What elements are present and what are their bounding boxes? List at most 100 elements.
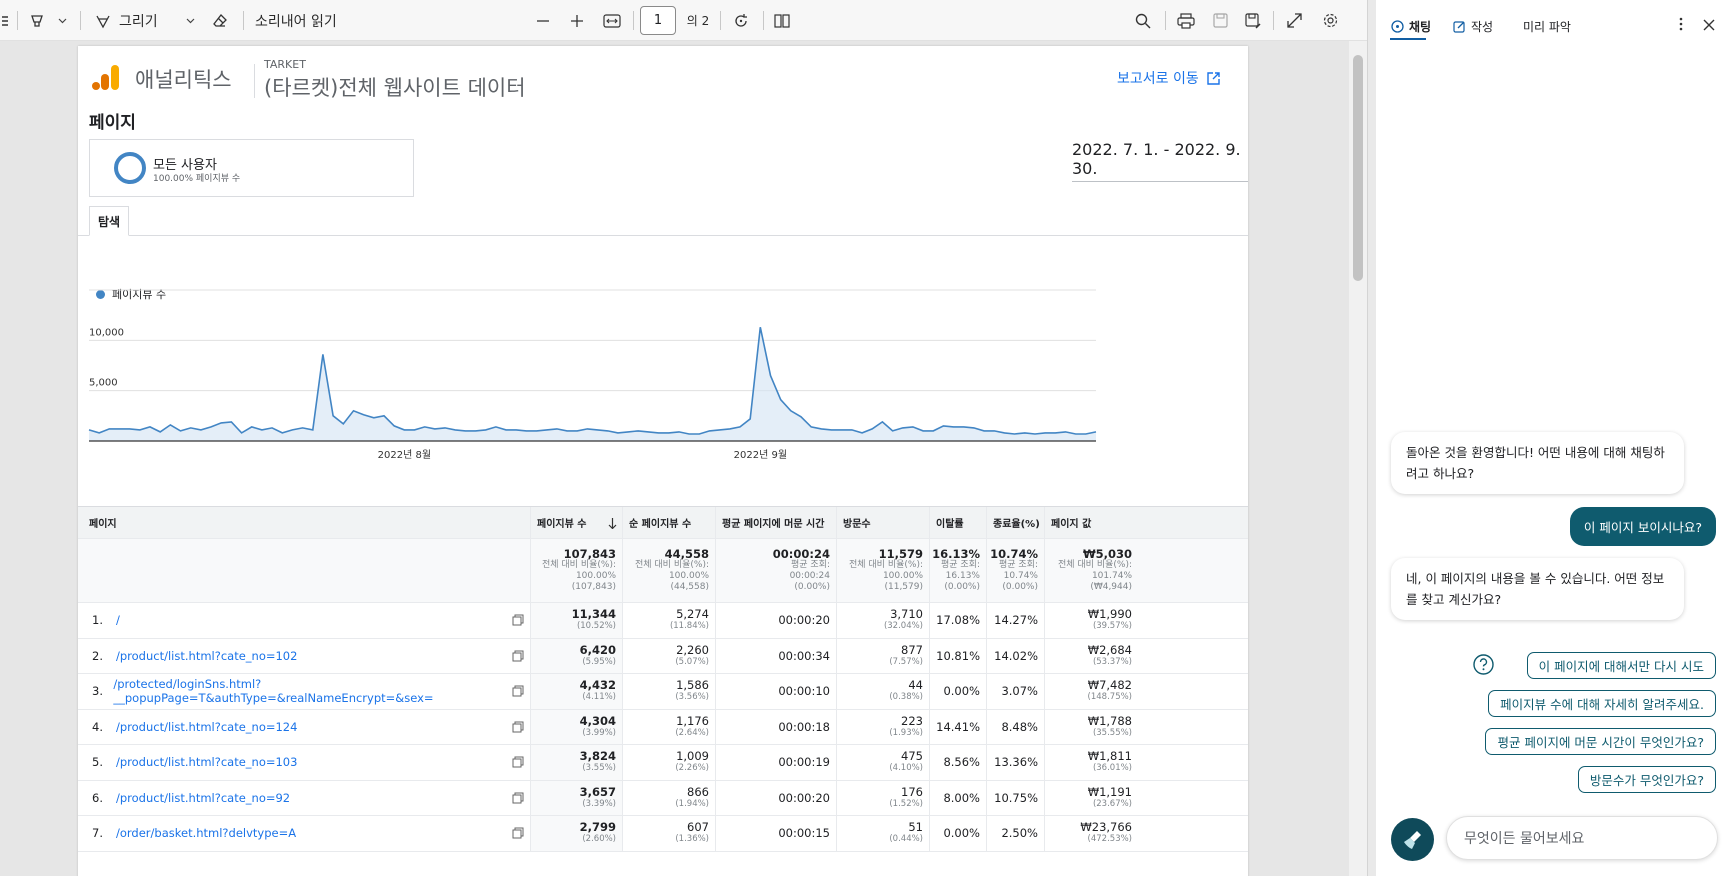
tab-chat[interactable]: 채팅 xyxy=(1391,18,1431,35)
fullscreen-icon[interactable] xyxy=(1282,0,1306,41)
tab-explore[interactable]: 탐색 xyxy=(89,206,129,236)
cell-avg-time: 00:00:20 xyxy=(715,603,836,638)
zoom-out-icon[interactable] xyxy=(533,0,553,41)
cell-unique-pageviews: 5,274 (11.84%) xyxy=(622,603,715,638)
save-as-icon[interactable] xyxy=(1241,0,1265,41)
print-icon[interactable] xyxy=(1174,0,1198,41)
summary-page-value: ₩5,030 전체 대비 비율(%): 101.74% (₩4,944) xyxy=(1044,539,1138,602)
page-link[interactable]: /product/list.html?cate_no=92 xyxy=(116,790,291,805)
col-exit[interactable]: 종료율(%) xyxy=(986,507,1044,538)
draw-icon xyxy=(96,15,110,28)
draw-label: 그리기 xyxy=(119,13,158,30)
summary-entrances: 11,579 전체 대비 비율(%): 100.00% (11,579) xyxy=(836,539,929,602)
copy-link-icon[interactable] xyxy=(512,756,524,768)
page-link[interactable]: /protected/loginSns.html?__popupPage=T&a… xyxy=(113,677,434,706)
date-range[interactable]: 2022. 7. 1. - 2022. 9. 30. xyxy=(1072,140,1248,182)
cell-page-value: ₩7,482 (148.75%) xyxy=(1044,674,1138,709)
suggestion-retry-page[interactable]: 이 페이지에 대해서만 다시 시도 xyxy=(1526,652,1716,679)
suggestion-avg-time[interactable]: 평균 페이지에 머문 시간이 무엇인가요? xyxy=(1485,728,1716,755)
copy-link-icon[interactable] xyxy=(512,827,524,839)
col-avg-time[interactable]: 평균 페이지에 머문 시간 xyxy=(715,507,836,538)
suggestion-pageviews[interactable]: 페이지뷰 수에 대해 자세히 알려주세요. xyxy=(1488,690,1716,717)
cell-page: 1. / xyxy=(78,603,530,638)
rotate-icon[interactable] xyxy=(729,0,753,41)
col-unique-pageviews[interactable]: 순 페이지뷰 수 xyxy=(622,507,715,538)
cell-page-value: ₩2,684 (53.37%) xyxy=(1044,638,1138,673)
col-entrances[interactable]: 방문수 xyxy=(836,507,929,538)
save-icon[interactable] xyxy=(1208,0,1232,41)
cell-unique-pageviews: 1,176 (2.64%) xyxy=(622,709,715,744)
suggestion-entrances[interactable]: 방문수가 무엇인가요? xyxy=(1577,766,1716,793)
cell-pageviews: 3,824 (3.55%) xyxy=(530,745,622,780)
scrollbar-thumb[interactable] xyxy=(1353,55,1363,281)
summary-bounce: 16.13% 평균 조회: 16.13% (0.00%) xyxy=(929,539,986,602)
tab-compose-label: 작성 xyxy=(1471,20,1494,34)
segment-card[interactable]: 모든 사용자 100.00% 페이지뷰 수 xyxy=(89,139,414,197)
search-icon[interactable] xyxy=(1131,0,1155,41)
copy-link-icon[interactable] xyxy=(512,721,524,733)
cell-bounce: 14.41% xyxy=(929,709,986,744)
page-link[interactable]: /product/list.html?cate_no=124 xyxy=(116,719,298,734)
cell-exit: 13.36% xyxy=(986,745,1044,780)
col-page[interactable]: 페이지 xyxy=(89,519,117,530)
copy-link-icon[interactable] xyxy=(512,685,524,697)
row-index: 5. xyxy=(92,755,103,770)
row-index: 4. xyxy=(92,719,103,734)
page-view-icon[interactable] xyxy=(770,0,794,41)
property-name: (타르켓)전체 웹사이트 데이터 xyxy=(264,76,526,100)
highlight-dropdown-icon[interactable] xyxy=(56,0,68,41)
highlight-icon[interactable] xyxy=(26,0,48,41)
menu-icon[interactable] xyxy=(0,0,12,41)
new-topic-broom-icon[interactable] xyxy=(1391,818,1434,861)
page-link[interactable]: /product/list.html?cate_no=102 xyxy=(116,648,298,663)
page-number-input[interactable]: 1 xyxy=(640,6,676,35)
more-options-icon[interactable] xyxy=(1679,17,1683,31)
goto-report-link[interactable]: 보고서로 이동 xyxy=(1117,68,1220,88)
draw-button[interactable]: 그리기 xyxy=(95,0,189,41)
page-link[interactable]: / xyxy=(116,613,120,628)
zoom-in-icon[interactable] xyxy=(567,0,587,41)
segment-subtitle: 100.00% 페이지뷰 수 xyxy=(153,174,241,184)
chat-input[interactable]: 무엇이든 물어보세요 xyxy=(1446,816,1718,860)
goto-report-label: 보고서로 이동 xyxy=(1117,71,1199,87)
cell-entrances: 44 (0.38%) xyxy=(836,674,929,709)
cell-exit: 14.27% xyxy=(986,603,1044,638)
copy-link-icon[interactable] xyxy=(512,792,524,804)
page-link[interactable]: /product/list.html?cate_no=103 xyxy=(116,755,298,770)
fit-width-icon[interactable] xyxy=(600,0,624,41)
row-index: 1. xyxy=(92,613,103,628)
chart-series-line xyxy=(88,327,1097,435)
cell-page: 4. /product/list.html?cate_no=124 xyxy=(78,710,530,745)
pdf-viewer[interactable]: 애널리틱스 TARKET (타르켓)전체 웹사이트 데이터 보고서로 이동 페이… xyxy=(0,41,1349,876)
page-link[interactable]: /order/basket.html?delvtype=A xyxy=(116,826,297,841)
settings-gear-icon[interactable] xyxy=(1318,0,1342,41)
page-title: 페이지 xyxy=(89,113,136,133)
compose-icon xyxy=(1453,21,1465,33)
pdf-page: 애널리틱스 TARKET (타르켓)전체 웹사이트 데이터 보고서로 이동 페이… xyxy=(78,46,1248,876)
copy-link-icon[interactable] xyxy=(512,614,524,626)
panel-divider[interactable] xyxy=(1367,0,1376,876)
summary-pageviews: 107,843 전체 대비 비율(%): 100.00% (107,843) xyxy=(530,539,622,602)
cell-entrances: 475 (4.10%) xyxy=(836,745,929,780)
copy-link-icon[interactable] xyxy=(512,650,524,662)
cell-bounce: 0.00% xyxy=(929,816,986,851)
table-row: 5. /product/list.html?cate_no=103 3,824 (3.… xyxy=(78,745,1248,781)
ai-message: 돌아온 것을 환영합니다! 어떤 내용에 대해 채팅하려고 하나요? xyxy=(1391,432,1684,494)
cell-entrances: 3,710 (32.04%) xyxy=(836,603,929,638)
read-aloud-button[interactable]: 소리내어 읽기 xyxy=(255,0,355,41)
close-icon[interactable] xyxy=(1703,19,1715,31)
analytics-logo-icon xyxy=(91,62,121,96)
col-pageviews[interactable]: 페이지뷰 수 xyxy=(530,507,622,538)
col-page-value[interactable]: 페이지 값 xyxy=(1044,507,1138,538)
page-total: 의 2 xyxy=(686,14,710,28)
tab-compose[interactable]: 작성 xyxy=(1453,18,1493,35)
col-pageviews-label: 페이지뷰 수 xyxy=(537,519,587,530)
cell-unique-pageviews: 1,009 (2.26%) xyxy=(622,745,715,780)
draw-dropdown-icon[interactable] xyxy=(184,0,196,41)
row-index: 6. xyxy=(92,790,103,805)
eraser-icon[interactable] xyxy=(209,0,231,41)
tab-insights[interactable]: 미리 파악 xyxy=(1523,18,1571,35)
viewer-scrollbar[interactable] xyxy=(1349,41,1367,876)
col-bounce[interactable]: 이탈률 xyxy=(929,507,986,538)
read-aloud-label: 소리내어 읽기 xyxy=(255,13,337,30)
